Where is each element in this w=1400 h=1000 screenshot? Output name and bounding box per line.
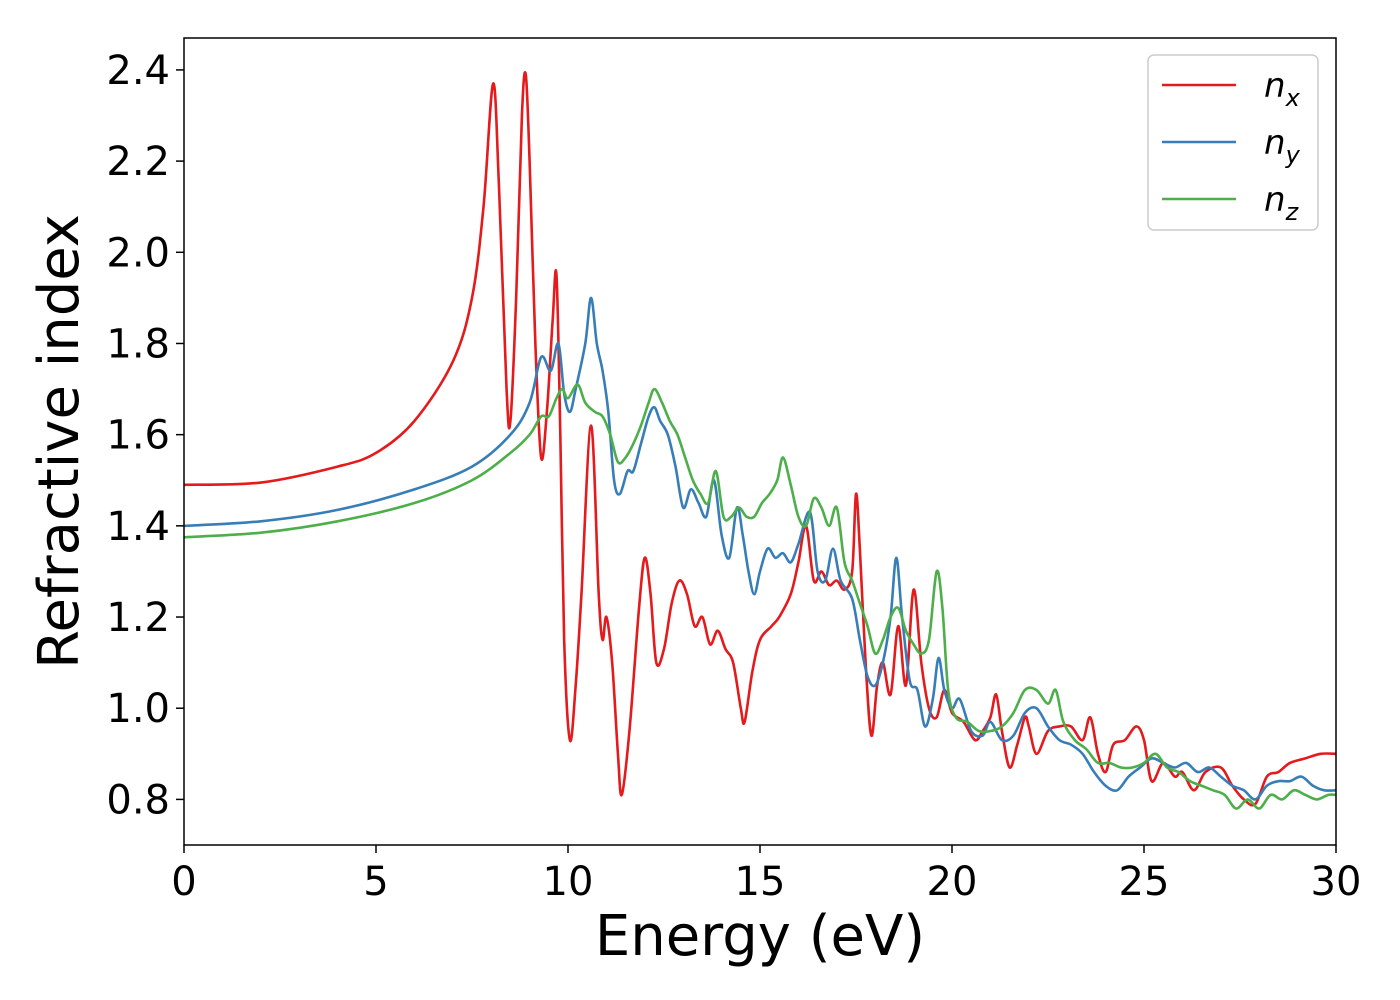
y-tick-label: 0.8: [106, 777, 170, 823]
legend: nx ny nz: [1147, 54, 1319, 231]
y-tick-label: 2.0: [106, 230, 170, 276]
y-tick-label: 1.4: [106, 504, 170, 550]
x-axis-label: Energy (eV): [595, 904, 925, 969]
y-tick-label: 1.2: [106, 595, 170, 641]
y-axis-ticks: 0.8 1.0 1.2 1.4 1.6 1.8 2.0 2.2 2.4: [106, 48, 184, 823]
series-line-nx: [184, 71, 1336, 807]
x-tick-label: 5: [363, 859, 388, 905]
series-line-nz: [184, 383, 1336, 810]
y-tick-label: 1.6: [106, 413, 170, 459]
y-axis-label: Refractive index: [27, 214, 92, 669]
y-tick-label: 1.8: [106, 321, 170, 367]
x-axis-ticks: 0 5 10 15 20 25 30: [171, 845, 1361, 905]
plot-area: [184, 71, 1336, 810]
x-tick-label: 30: [1311, 859, 1362, 905]
legend-label-nx: nx: [1264, 66, 1301, 112]
y-tick-label: 2.2: [106, 139, 170, 185]
x-tick-label: 25: [1119, 859, 1170, 905]
y-tick-label: 2.4: [106, 48, 170, 94]
x-tick-label: 10: [543, 859, 594, 905]
x-tick-label: 15: [735, 859, 786, 905]
legend-label-ny: ny: [1264, 123, 1301, 169]
x-tick-label: 0: [171, 859, 196, 905]
legend-label-nz: nz: [1264, 180, 1300, 226]
plot-frame: [183, 37, 1337, 846]
x-tick-label: 20: [927, 859, 978, 905]
y-tick-label: 1.0: [106, 686, 170, 732]
